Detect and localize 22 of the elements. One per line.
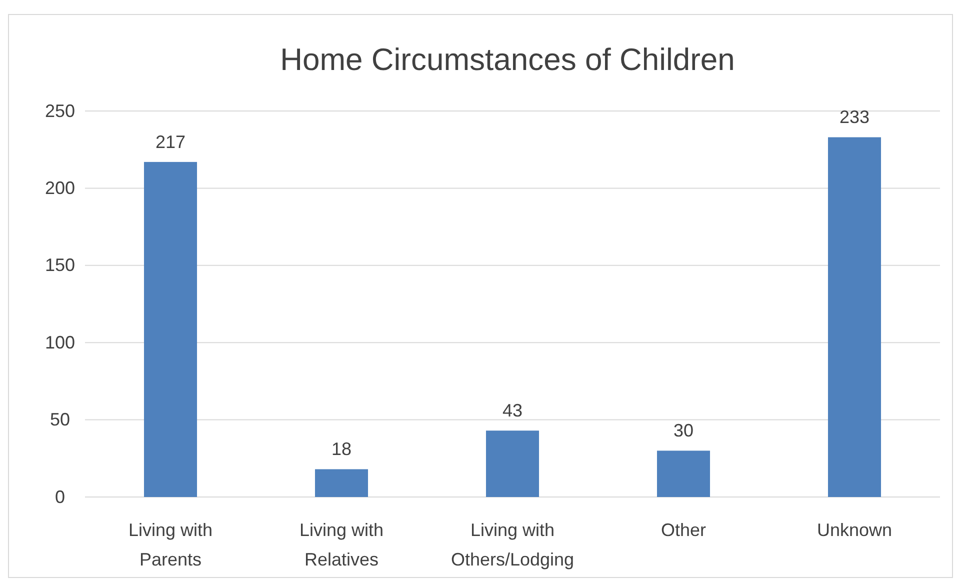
bar <box>486 430 540 497</box>
x-tick-label: Other <box>660 520 706 540</box>
data-label: 43 <box>502 400 523 421</box>
chart-title: Home Circumstances of Children <box>280 42 735 77</box>
data-label: 217 <box>155 132 186 152</box>
x-tick-label: Living with Relatives <box>299 520 384 570</box>
y-tick-label: 100 <box>44 332 76 352</box>
y-tick-label: 250 <box>44 100 76 121</box>
data-label: 18 <box>331 439 352 460</box>
data-label: 30 <box>673 420 694 441</box>
bar <box>656 450 710 497</box>
y-tick-label: 150 <box>44 255 76 276</box>
bar <box>144 162 198 497</box>
x-tick-label: Living with Parents <box>128 520 213 570</box>
x-tick-label: Living with Others/Lodging <box>450 520 574 570</box>
bar <box>314 469 368 497</box>
data-label: 233 <box>839 107 870 128</box>
y-tick-label: 200 <box>44 178 76 198</box>
y-tick-label: 50 <box>50 410 70 430</box>
x-tick-label: Unknown <box>816 520 892 540</box>
bar <box>828 137 882 497</box>
y-tick-label: 0 <box>54 486 66 507</box>
